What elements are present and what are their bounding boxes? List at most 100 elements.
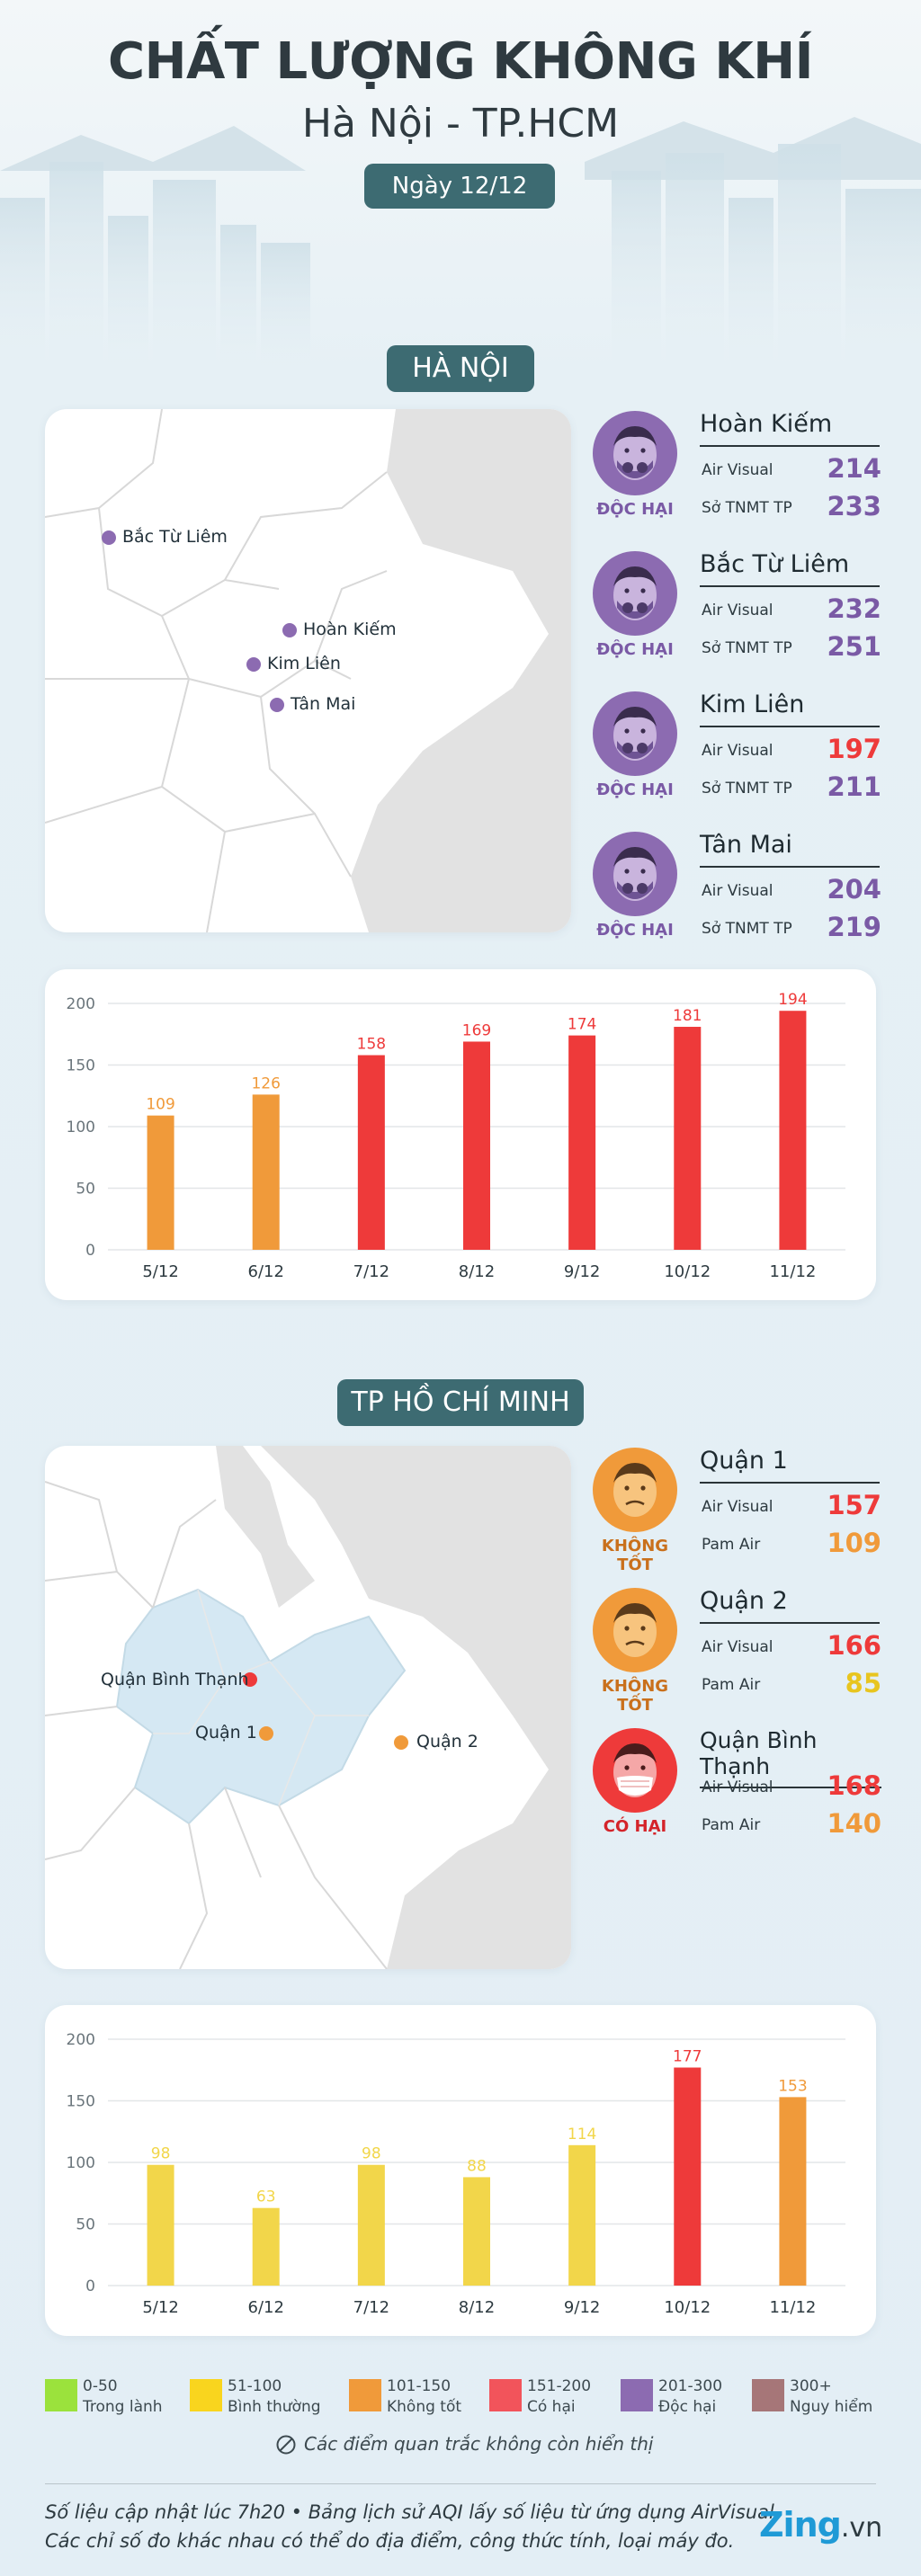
hanoi-chart-data-label: 194 bbox=[778, 991, 807, 1009]
map-label-quan-binh-thanh: Quận Bình Thạnh bbox=[101, 1670, 249, 1689]
legend-label: Nguy hiểm bbox=[790, 2398, 873, 2416]
source-label-air-visual: Air Visual bbox=[702, 461, 773, 479]
aqi-value-air-visual: 197 bbox=[827, 734, 881, 764]
map-marker-bac-tu-liem bbox=[102, 530, 116, 545]
station-name: Quận Bình Thạnh bbox=[700, 1727, 881, 1788]
masked-face-purple-icon bbox=[593, 691, 677, 776]
map-marker-quan-1 bbox=[259, 1726, 273, 1741]
map-label-bac-tu-liem: Bắc Từ Liêm bbox=[122, 527, 228, 547]
hanoi-chart-bar bbox=[252, 1094, 280, 1250]
legend-swatch-normal bbox=[190, 2379, 222, 2411]
aqi-value-air-visual: 214 bbox=[827, 453, 881, 484]
legend-range: 51-100 bbox=[228, 2377, 282, 2395]
station-name: Quận 2 bbox=[700, 1587, 880, 1624]
legend-label: Độc hại bbox=[658, 2398, 717, 2416]
hcm-aqi-bar-chart: 0 50 100 150 200 98 5/12 63 6/12 98 7/12 88 8/12 114 9… bbox=[67, 2031, 845, 2317]
hcm-map-graphic bbox=[45, 1446, 571, 1969]
masked-face-red-icon bbox=[593, 1728, 677, 1813]
hcm-chart-bar bbox=[674, 2067, 702, 2286]
map-label-quan-1: Quận 1 bbox=[195, 1723, 257, 1743]
aqi-value-so-tnmt: 251 bbox=[827, 631, 881, 662]
hanoi-chart-bar bbox=[674, 1027, 702, 1250]
hcm-chart-data-label: 98 bbox=[151, 2145, 171, 2163]
legend-label: Có hại bbox=[527, 2398, 576, 2416]
hanoi-chart-xtick-label: 10/12 bbox=[664, 1262, 711, 1281]
hcm-chart-bar bbox=[252, 2207, 280, 2286]
hcm-chart-xtick-label: 9/12 bbox=[564, 2298, 600, 2317]
masked-face-purple-icon bbox=[593, 411, 677, 495]
station-name: Hoàn Kiếm bbox=[700, 410, 880, 447]
level-label: KHÔNG TỐT bbox=[601, 1677, 669, 1715]
source-label-air-visual: Air Visual bbox=[702, 602, 773, 619]
notice-text: Các điểm quan trắc không còn hiển thị bbox=[304, 2433, 654, 2455]
hanoi-chart-xtick-label: 9/12 bbox=[564, 1262, 600, 1281]
legend-label: Không tốt bbox=[387, 2398, 462, 2416]
hanoi-chart-xtick-label: 8/12 bbox=[459, 1262, 495, 1281]
hanoi-chart-data-label: 109 bbox=[146, 1096, 174, 1114]
station-quan-2: KHÔNG TỐT Quận 2 Air Visual 166 Pam Air … bbox=[585, 1587, 881, 1722]
legend-label: Trong lành bbox=[83, 2398, 163, 2416]
masked-face-purple-icon bbox=[593, 832, 677, 916]
hanoi-chart-bar bbox=[568, 1035, 596, 1250]
map-label-kim-lien: Kim Liên bbox=[267, 654, 341, 673]
hcm-chart-xtick-label: 5/12 bbox=[142, 2298, 178, 2317]
hanoi-chart-xtick-label: 11/12 bbox=[769, 1262, 816, 1281]
map-label-hoan-kiem: Hoàn Kiếm bbox=[303, 619, 397, 639]
hcm-chart-ytick-label: 100 bbox=[67, 2154, 95, 2172]
aqi-value-so-tnmt: 219 bbox=[827, 912, 881, 942]
hanoi-chart-xtick-label: 6/12 bbox=[248, 1262, 284, 1281]
hcm-chart-xtick-label: 11/12 bbox=[769, 2298, 816, 2317]
source-label-so-tnmt: Sở TNMT TP bbox=[702, 920, 792, 938]
hcm-chart-xtick-label: 7/12 bbox=[353, 2298, 389, 2317]
legend-range: 201-300 bbox=[658, 2377, 723, 2395]
hcm-aqi-chart-card: 0 50 100 150 200 98 5/12 63 6/12 98 7/12 88 8/12 114 9… bbox=[45, 2005, 876, 2336]
hanoi-map-graphic bbox=[45, 409, 571, 932]
hcm-chart-data-label: 153 bbox=[778, 2077, 807, 2095]
hcm-chart-data-label: 88 bbox=[467, 2157, 487, 2175]
hcm-chart-xtick-label: 10/12 bbox=[664, 2298, 711, 2317]
level-label: ĐỘC HẠI bbox=[596, 640, 674, 659]
aqi-value-pam-air: 85 bbox=[845, 1668, 881, 1698]
aqi-value-so-tnmt: 233 bbox=[827, 491, 881, 521]
hanoi-chart-bar bbox=[147, 1115, 174, 1250]
map-marker-quan-binh-thanh bbox=[243, 1672, 257, 1687]
legend-swatch-toxic bbox=[621, 2379, 653, 2411]
hcm-chart-data-label: 98 bbox=[362, 2145, 381, 2163]
legend-swatch-harmful bbox=[489, 2379, 522, 2411]
source-label-air-visual: Air Visual bbox=[702, 1778, 773, 1796]
section-title-hcm: TP HỒ CHÍ MINH bbox=[337, 1379, 584, 1426]
aqi-value-so-tnmt: 211 bbox=[827, 771, 881, 802]
hanoi-chart-ytick-label: 0 bbox=[85, 1242, 95, 1260]
source-label-air-visual: Air Visual bbox=[702, 1638, 773, 1656]
brand-name: Zing bbox=[759, 2505, 842, 2545]
hcm-chart-data-label: 177 bbox=[673, 2048, 702, 2066]
footer-line-1: Số liệu cập nhật lúc 7h20 • Bảng lịch sử… bbox=[45, 2501, 774, 2523]
masked-face-purple-icon bbox=[593, 551, 677, 636]
legend-range: 151-200 bbox=[527, 2377, 592, 2395]
source-label-so-tnmt: Sở TNMT TP bbox=[702, 639, 792, 657]
hcm-chart-bar bbox=[779, 2097, 807, 2286]
level-label: KHÔNG TỐT bbox=[601, 1537, 669, 1574]
hcm-chart-ytick-label: 50 bbox=[76, 2216, 95, 2234]
legend-range: 101-150 bbox=[387, 2377, 452, 2395]
hcm-chart-bar bbox=[568, 2144, 596, 2286]
station-tan-mai: ĐỘC HẠI Tân Mai Air Visual 204 Sở TNMT T… bbox=[585, 831, 881, 966]
source-label-pam-air: Pam Air bbox=[702, 1816, 761, 1834]
hanoi-aqi-bar-chart: 0 50 100 150 200 109 5/12 126 6/12 158 7/12 169 8/12… bbox=[67, 991, 845, 1281]
station-kim-lien: ĐỘC HẠI Kim Liên Air Visual 197 Sở TNMT … bbox=[585, 691, 881, 825]
source-label-so-tnmt: Sở TNMT TP bbox=[702, 499, 792, 517]
source-label-so-tnmt: Sở TNMT TP bbox=[702, 780, 792, 798]
hcm-chart-bar bbox=[147, 2164, 174, 2286]
level-label: CÓ HẠI bbox=[603, 1817, 667, 1836]
hanoi-chart-data-label: 174 bbox=[568, 1016, 596, 1034]
station-name: Tân Mai bbox=[700, 831, 880, 868]
zing-logo: Zing.vn bbox=[759, 2505, 882, 2545]
hanoi-chart-data-label: 158 bbox=[357, 1036, 386, 1054]
station-hoan-kiem: ĐỘC HẠI Hoàn Kiếm Air Visual 214 Sở TNMT… bbox=[585, 410, 881, 545]
legend-range: 0-50 bbox=[83, 2377, 118, 2395]
section-title-hanoi: HÀ NỘI bbox=[387, 345, 534, 392]
source-label-air-visual: Air Visual bbox=[702, 882, 773, 900]
hcm-chart-ytick-label: 150 bbox=[67, 2093, 95, 2111]
footer-divider bbox=[45, 2483, 876, 2484]
hanoi-chart-data-label: 169 bbox=[462, 1021, 491, 1039]
